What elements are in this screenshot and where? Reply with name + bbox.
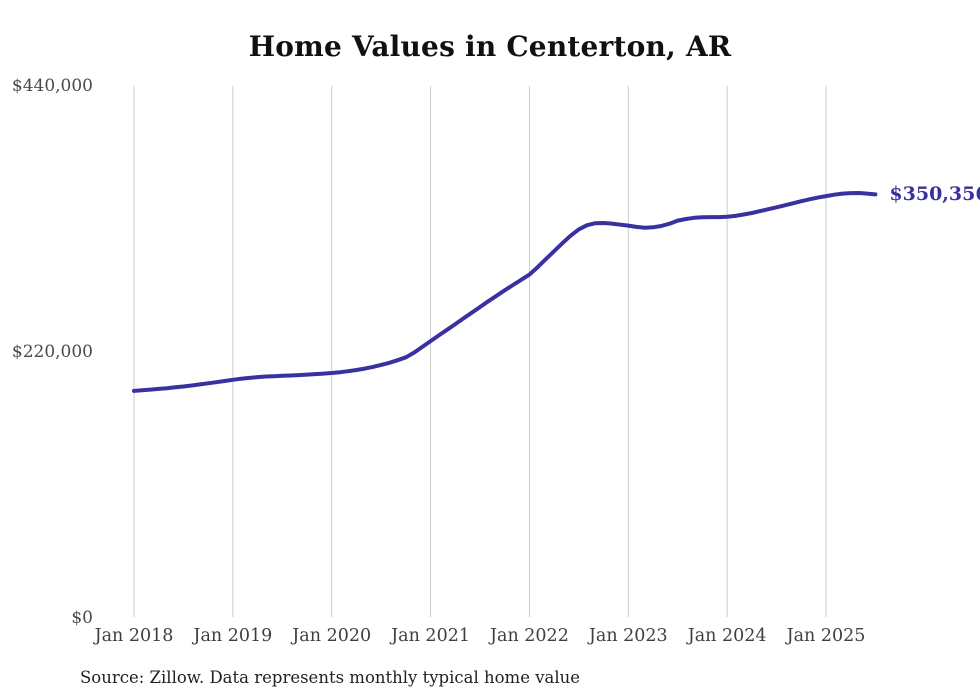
current-value-label: $350,356 [889,183,980,206]
source-note: Source: Zillow. Data represents monthly … [80,668,581,687]
x-tick-label-jan-2019: Jan 2019 [193,626,273,646]
y-tick-label-440000: $440,000 [11,76,93,96]
x-tick-label-jan-2024: Jan 2024 [687,626,767,646]
x-tick-label-jan-2025: Jan 2025 [786,626,866,646]
home-value-line-series [132,191,878,393]
x-tick-label-jan-2023: Jan 2023 [588,626,668,646]
y-tick-label-220000: $220,000 [11,342,93,362]
x-tick-label-jan-2021: Jan 2021 [391,626,470,646]
x-tick-label-jan-2018: Jan 2018 [94,626,174,646]
chart-title: Home Values in Centerton, AR [248,30,732,63]
x-tick-label-jan-2022: Jan 2022 [490,626,569,646]
y-tick-label-0: $0 [71,608,93,628]
x-tick-label-jan-2020: Jan 2020 [292,626,372,646]
